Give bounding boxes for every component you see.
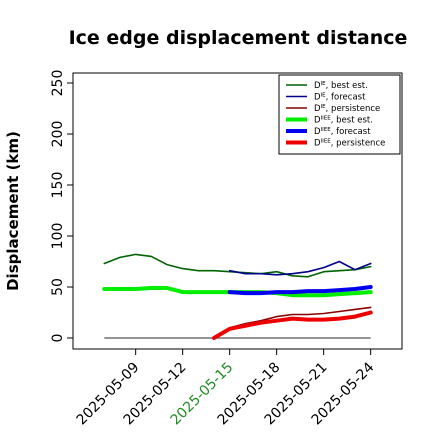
- legend-label-1: DIE, best est.: [314, 81, 368, 91]
- series-line-6: [212, 310, 373, 340]
- y-tick-label: 150: [50, 172, 66, 199]
- y-axis: 0 50 100 150 200 250: [50, 70, 73, 343]
- y-tick-label: 0: [50, 334, 66, 343]
- y-tick-label: 100: [50, 223, 66, 250]
- plot-area: [72, 72, 403, 350]
- series-layer: [102, 253, 373, 340]
- legend-label-2: DIE, forecast: [314, 93, 366, 103]
- legend-label-6: DIIEE, persistence: [314, 139, 385, 149]
- y-axis-label: Displacement (km): [4, 131, 22, 291]
- y-tick-label: 50: [50, 278, 66, 296]
- legend-label-5: DIIEE, forecast: [314, 127, 371, 137]
- legend-label-3: DIE, persistence: [314, 104, 380, 114]
- y-tick-label: 200: [50, 121, 66, 148]
- series-line-5: [227, 285, 373, 296]
- y-tick-label: 250: [50, 70, 66, 97]
- legend-label-4: DIIEE, best est.: [314, 116, 373, 126]
- chart-title: Ice edge displacement distance: [69, 27, 408, 49]
- series-line-2: [228, 260, 372, 276]
